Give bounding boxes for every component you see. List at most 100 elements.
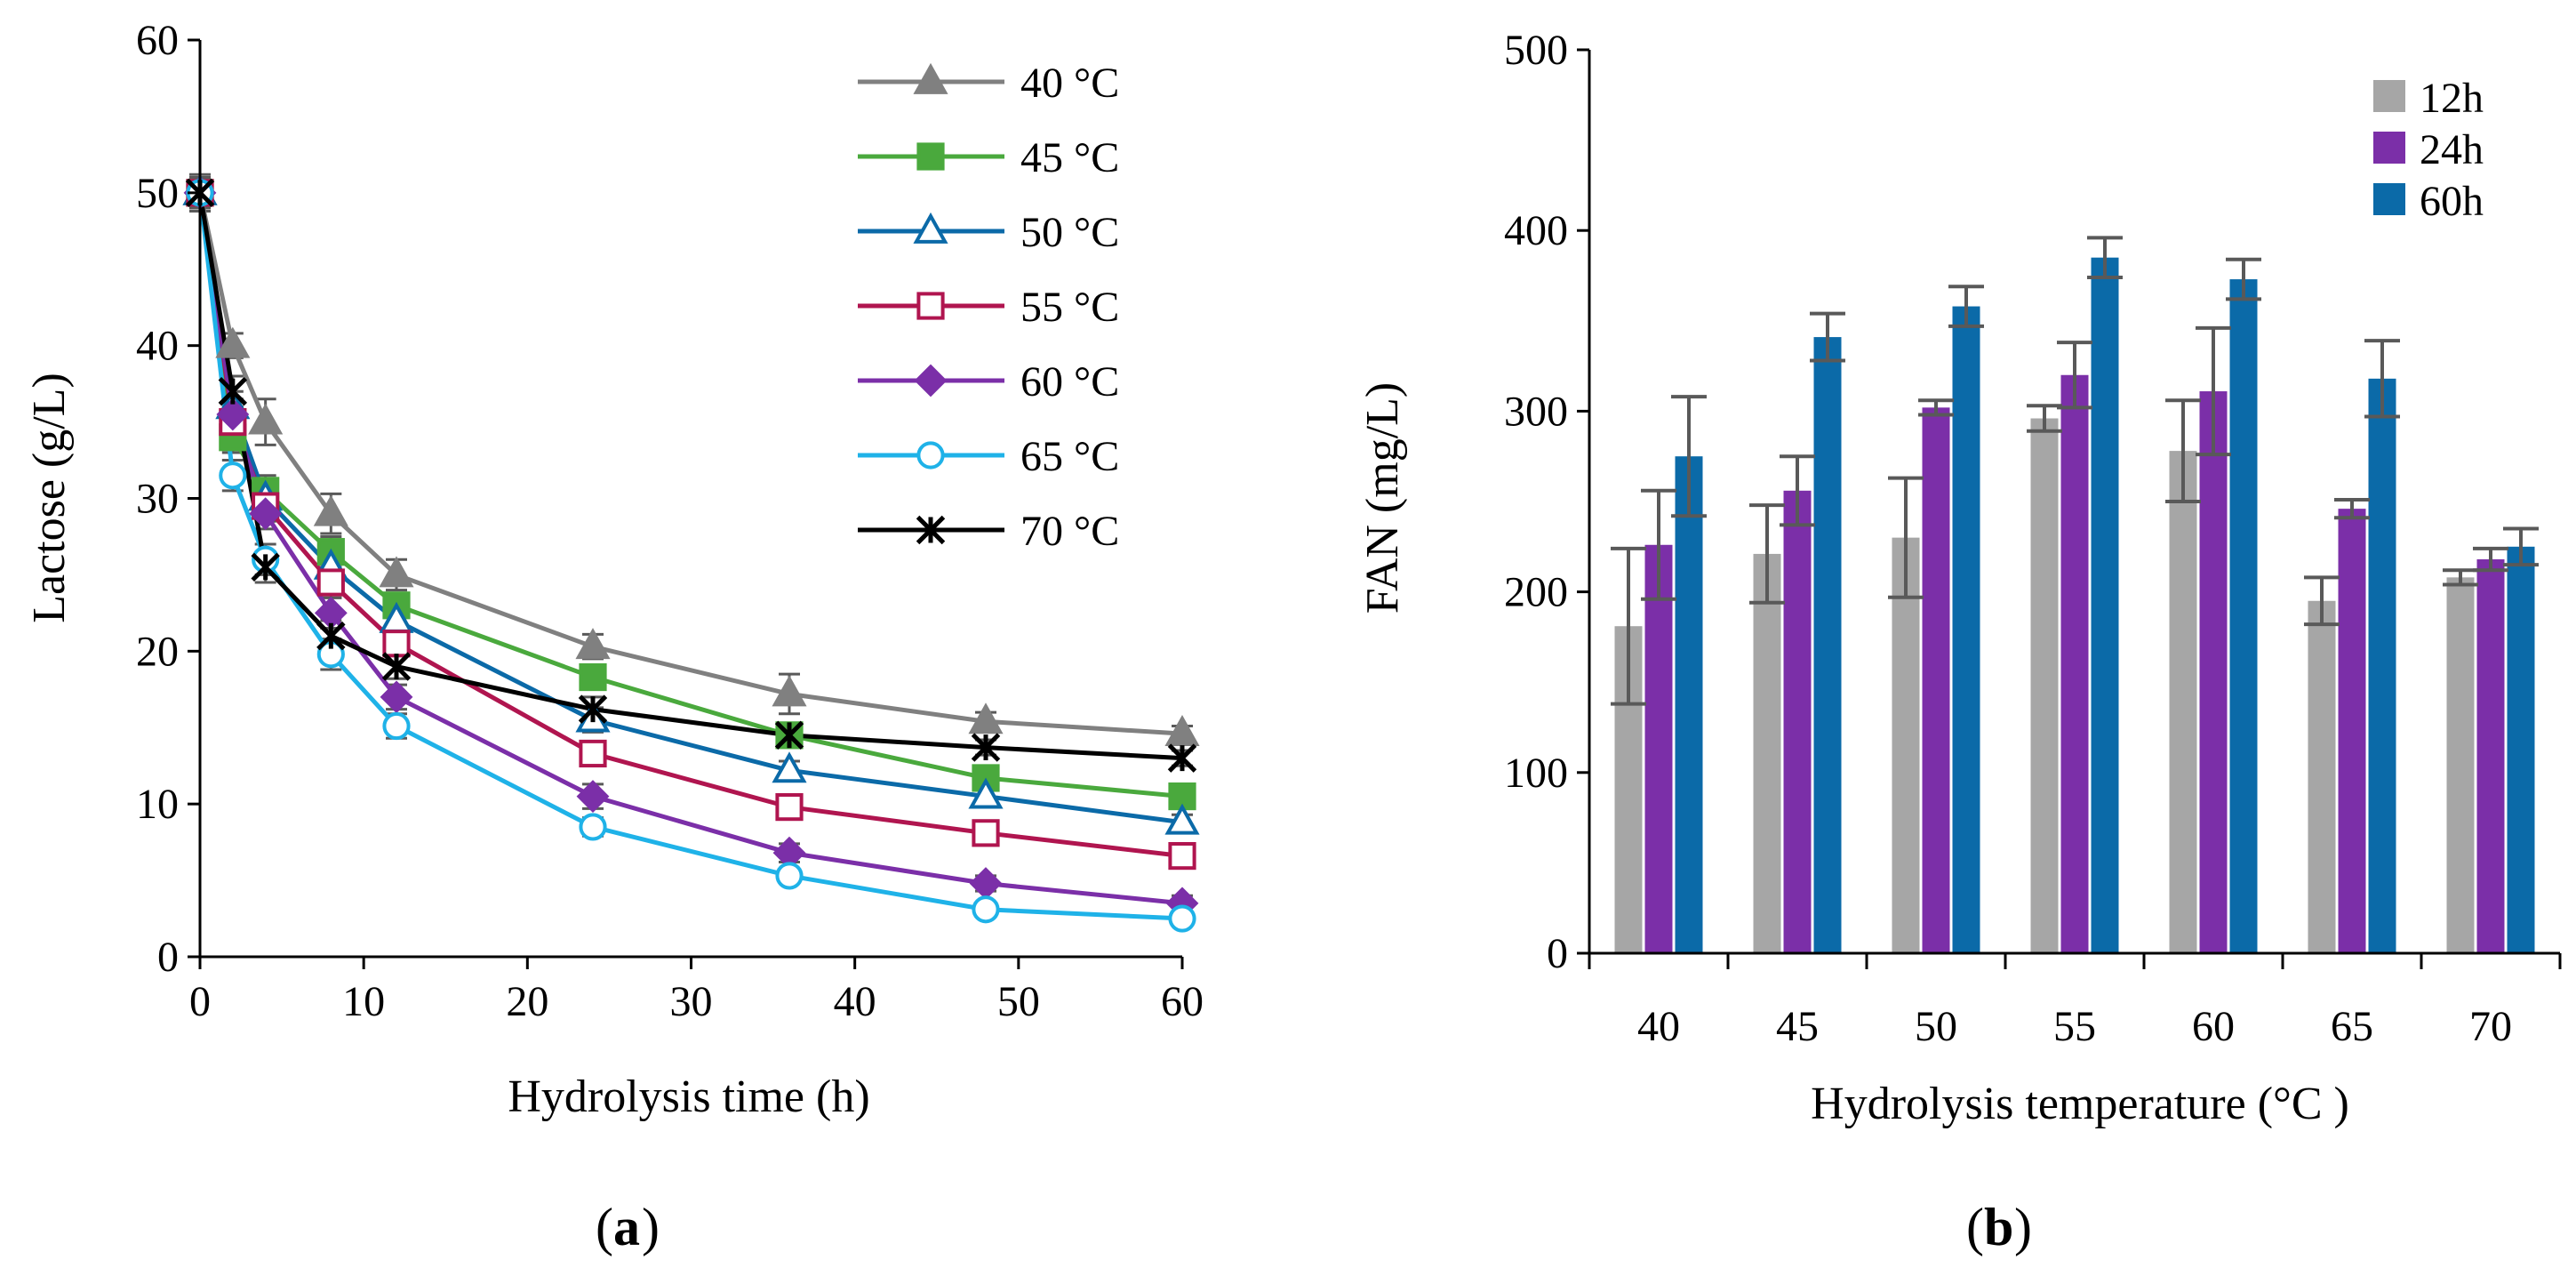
data-point (381, 652, 412, 681)
data-point (972, 819, 1000, 847)
x-ticks: 40 45 50 55 60 65 70 (1588, 953, 2562, 1050)
data-point (772, 675, 807, 707)
legend-marker (916, 441, 945, 469)
svg-text:(: ( (596, 1198, 613, 1256)
svg-text:): ) (2014, 1198, 2032, 1256)
data-point (772, 751, 807, 783)
legend-marker (916, 292, 945, 320)
legend-marker (916, 515, 946, 545)
y-ticks: 0 100 200 300 400 500 (1504, 27, 1589, 977)
bar (2229, 279, 2258, 954)
panel-label-b: ( b ) (1966, 1198, 2032, 1256)
y-tick-label: 10 (136, 781, 179, 828)
bar (1892, 537, 1920, 953)
data-point (313, 494, 348, 526)
x-tick-label: 65 (2331, 1003, 2373, 1050)
legend-marker (914, 364, 948, 397)
data-point (971, 733, 1001, 762)
bar (2338, 509, 2366, 953)
x-axis-title: Hydrolysis time (h) (508, 1071, 869, 1122)
x-tick-label: 40 (1637, 1003, 1680, 1050)
data-point (774, 720, 804, 750)
legend-label: 60 °C (1020, 358, 1119, 405)
bar (2199, 391, 2228, 954)
x-axis-title: Hydrolysis temperature (°C ) (1811, 1079, 2349, 1129)
legend-label: 50 °C (1020, 209, 1119, 256)
x-tick-label: 45 (1776, 1003, 1819, 1050)
bar (2507, 546, 2535, 953)
legend-marker (913, 62, 948, 94)
bar (2091, 257, 2119, 953)
chart-panel-b: 0 100 200 300 400 500 40 45 50 55 60 65 70 FAN (mg/… (1357, 27, 2562, 1256)
bar (1783, 490, 1812, 953)
bar (1644, 544, 1673, 953)
legend-label: 65 °C (1020, 433, 1119, 480)
x-tick-label: 20 (506, 978, 548, 1025)
data-point (775, 862, 804, 890)
legend-label: 12h (2420, 75, 2484, 122)
data-point (578, 694, 608, 724)
data-point (579, 739, 607, 768)
data-point (972, 895, 1000, 924)
data-point (218, 376, 248, 406)
bar (1753, 553, 1781, 953)
legend-label: 55 °C (1020, 284, 1119, 331)
svg-text:a: a (613, 1198, 640, 1256)
legend-marker (916, 142, 945, 171)
data-point (576, 780, 610, 813)
legend-label: 24h (2420, 126, 2484, 173)
bar (2169, 451, 2197, 953)
svg-text:): ) (642, 1198, 660, 1256)
y-tick-label: 20 (136, 628, 179, 675)
y-tick-label: 400 (1504, 207, 1568, 254)
data-point (249, 497, 283, 531)
legend-label: 45 °C (1020, 134, 1119, 181)
data-point (219, 461, 247, 490)
legend-label: 70 °C (1020, 508, 1119, 555)
x-tick-label: 10 (342, 978, 385, 1025)
data-point (1164, 803, 1200, 835)
bar (1952, 306, 1980, 953)
y-tick-label: 50 (136, 170, 179, 217)
data-point (316, 621, 346, 651)
y-tick-label: 0 (157, 934, 179, 981)
x-tick-label: 50 (997, 978, 1040, 1025)
bar (2308, 600, 2336, 953)
legend: 40 °C 45 °C 50 °C 55 °C 60 °C 65 °C 70 °C (858, 60, 1119, 555)
legend-label: 40 °C (1020, 60, 1119, 107)
data-point (579, 662, 607, 692)
data-point (251, 552, 280, 582)
error-bars (1611, 236, 2539, 706)
y-tick-label: 60 (136, 17, 179, 64)
bar (2476, 559, 2505, 953)
x-tick-label: 40 (834, 978, 876, 1025)
bar (1675, 456, 1703, 953)
y-tick-label: 0 (1547, 930, 1568, 977)
data-point (248, 403, 284, 435)
x-ticks: 0 10 20 30 40 50 60 (189, 957, 1204, 1025)
x-tick-label: 60 (1161, 978, 1204, 1025)
legend-swatch (2373, 132, 2405, 164)
bar (1922, 407, 1950, 953)
x-tick-label: 55 (2053, 1003, 2096, 1050)
panel-label-a: ( a ) (596, 1198, 660, 1256)
data-point (379, 556, 414, 588)
legend-swatch (2373, 80, 2405, 112)
bar (2060, 374, 2089, 953)
data-point (382, 630, 411, 658)
bar (1813, 337, 1842, 953)
y-tick-label: 30 (136, 476, 179, 523)
data-point (380, 680, 413, 714)
legend-swatch (2373, 183, 2405, 215)
data-point (575, 628, 611, 660)
data-point (775, 793, 804, 822)
x-tick-label: 0 (189, 978, 211, 1025)
svg-text:b: b (1984, 1198, 2013, 1256)
data-point (968, 777, 1004, 809)
bars (1614, 257, 2535, 954)
y-axis-title: Lactose (g/L) (24, 373, 75, 623)
data-point (216, 397, 250, 431)
x-tick-label: 70 (2469, 1003, 2512, 1050)
data-point (969, 867, 1003, 900)
